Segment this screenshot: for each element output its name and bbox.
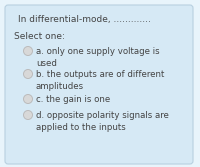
Circle shape — [24, 111, 32, 120]
Text: b. the outputs are of different
amplitudes: b. the outputs are of different amplitud… — [36, 70, 164, 91]
Text: In differential-mode, .............: In differential-mode, ............. — [18, 15, 151, 24]
Text: d. opposite polarity signals are
applied to the inputs: d. opposite polarity signals are applied… — [36, 111, 169, 132]
Text: Select one:: Select one: — [14, 32, 65, 41]
Circle shape — [24, 95, 32, 104]
Circle shape — [24, 46, 32, 55]
Text: a. only one supply voltage is
used: a. only one supply voltage is used — [36, 47, 160, 68]
Text: c. the gain is one: c. the gain is one — [36, 95, 110, 104]
FancyBboxPatch shape — [5, 5, 193, 164]
Circle shape — [24, 69, 32, 78]
